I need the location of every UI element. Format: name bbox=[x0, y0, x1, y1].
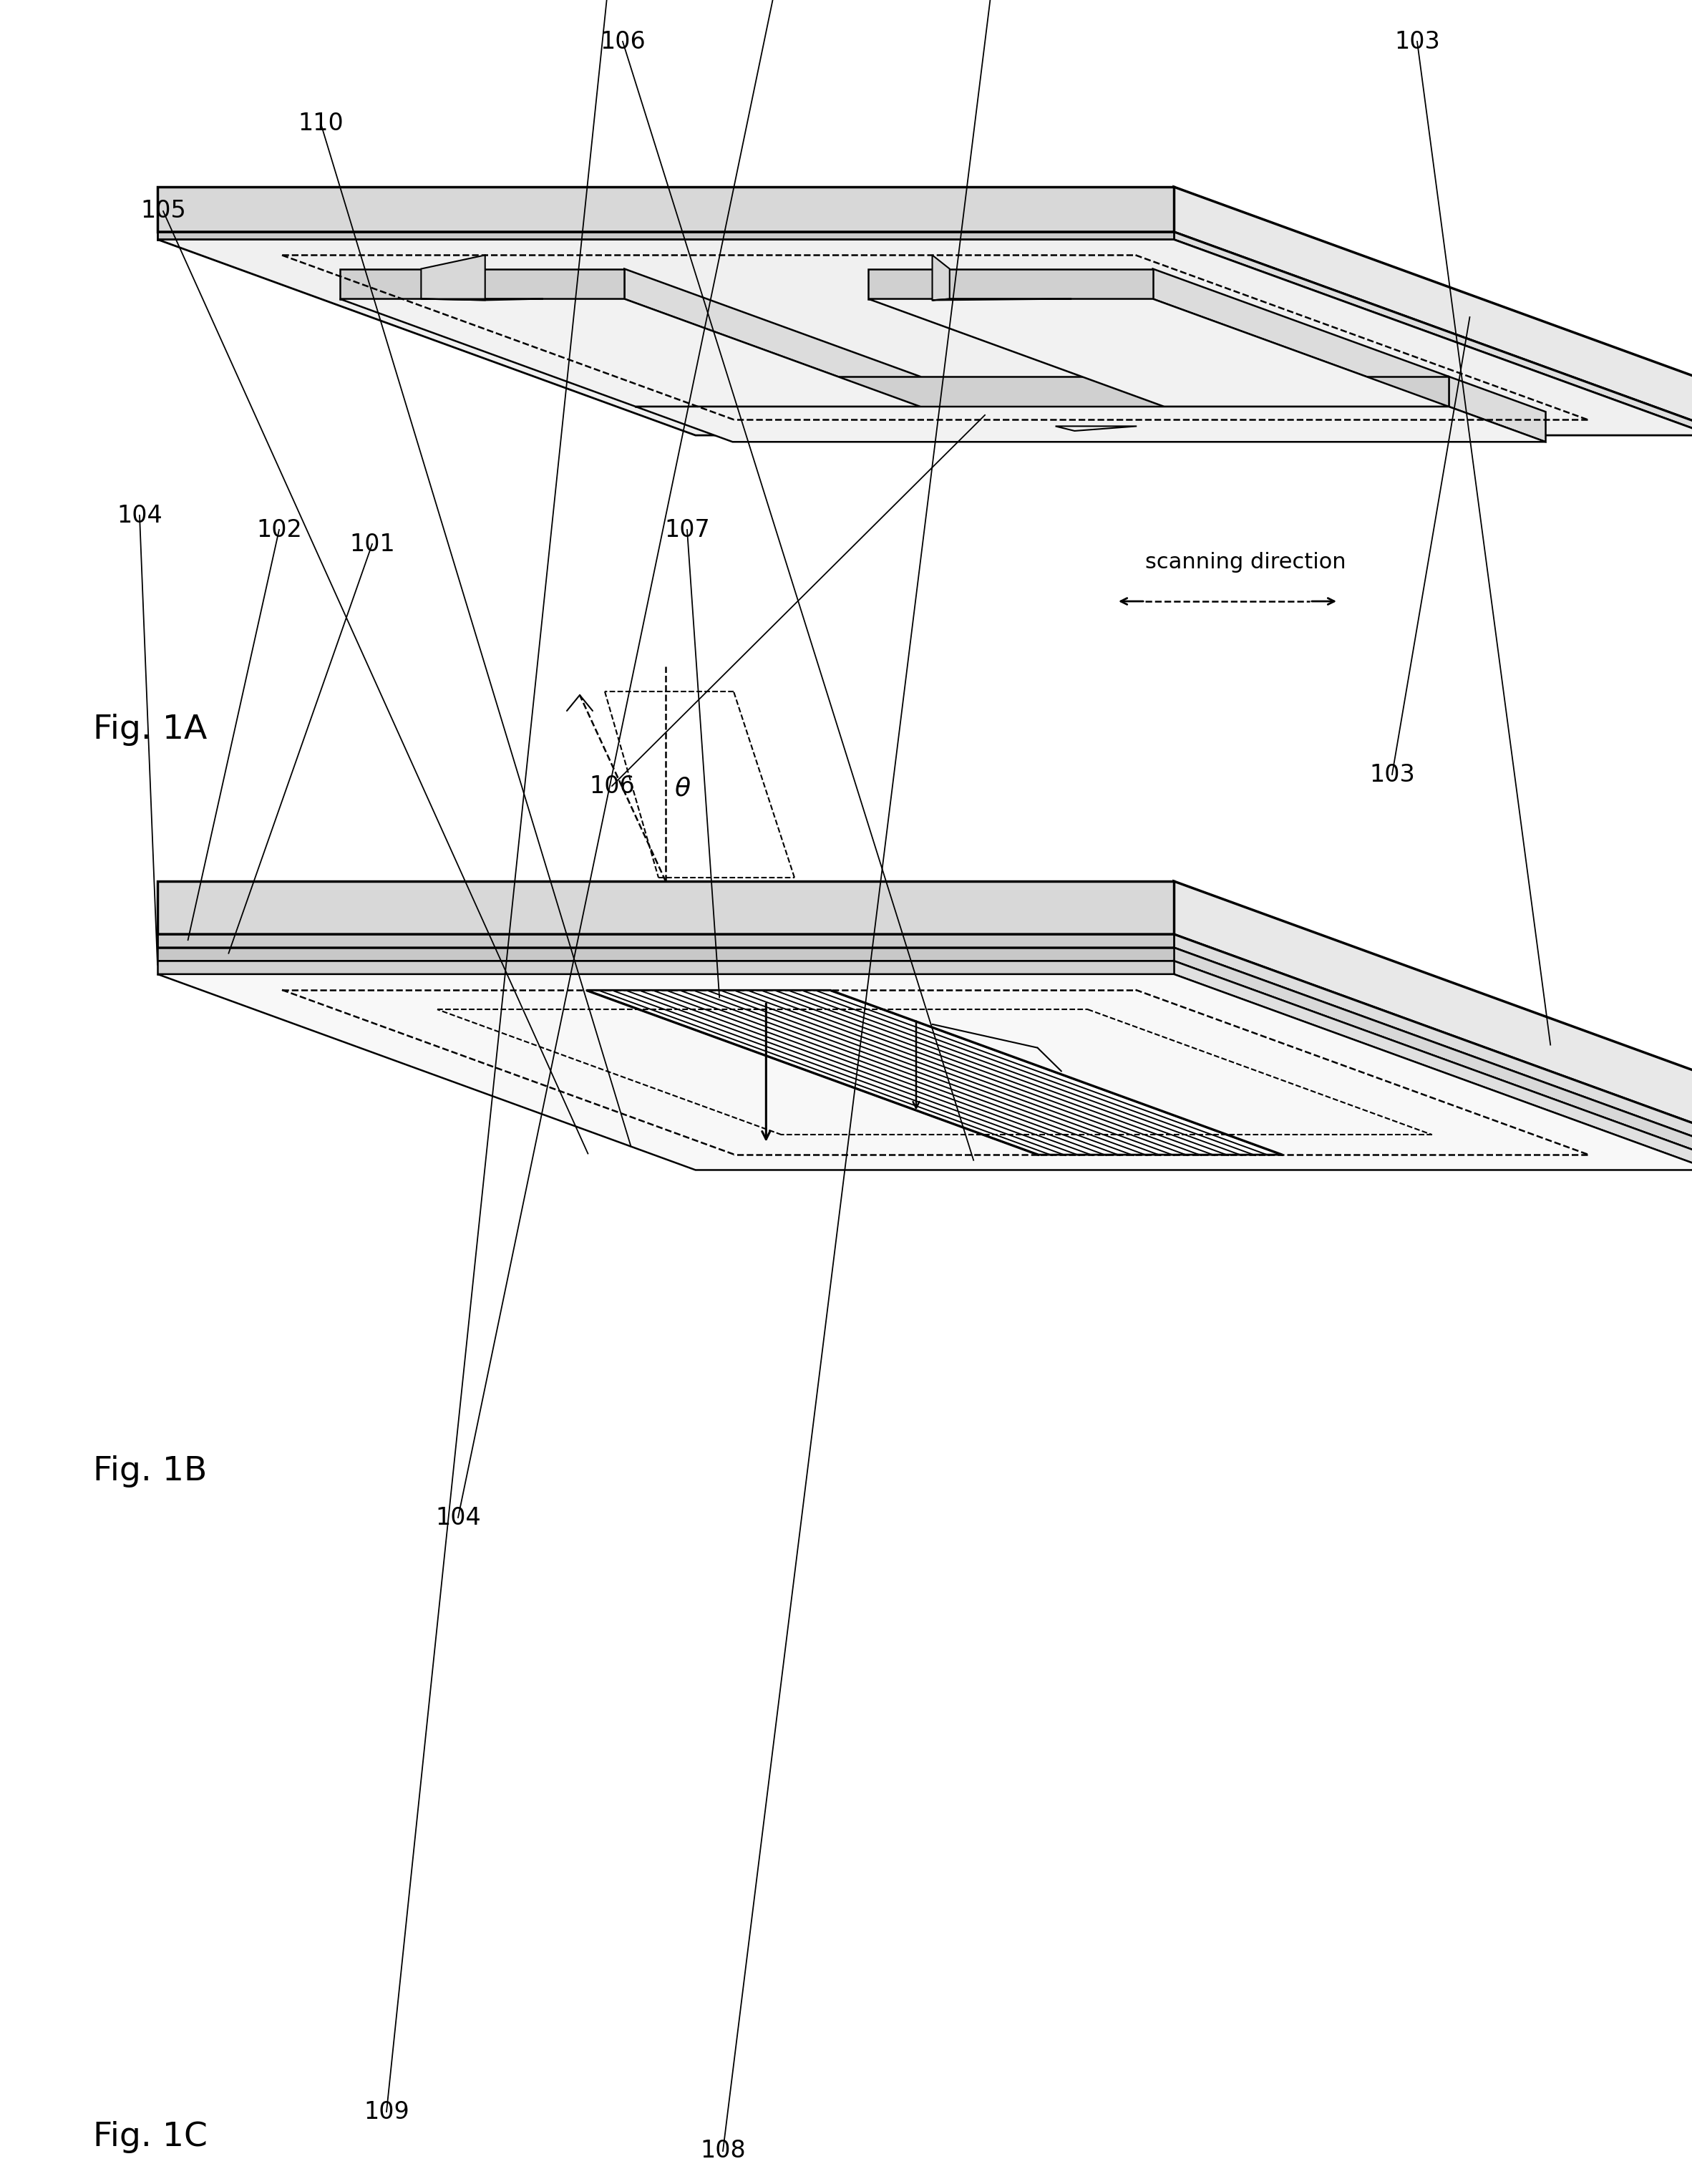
Polygon shape bbox=[1174, 232, 1692, 435]
Polygon shape bbox=[868, 299, 1448, 406]
Polygon shape bbox=[157, 961, 1692, 1158]
Text: 106: 106 bbox=[589, 773, 634, 797]
Polygon shape bbox=[636, 406, 1546, 441]
Polygon shape bbox=[157, 974, 1692, 1171]
Polygon shape bbox=[1174, 880, 1692, 1129]
Polygon shape bbox=[157, 948, 1692, 1144]
Polygon shape bbox=[624, 269, 920, 406]
Polygon shape bbox=[587, 992, 1283, 1155]
Polygon shape bbox=[157, 880, 1174, 935]
Text: 103: 103 bbox=[1394, 31, 1440, 52]
Text: θ: θ bbox=[673, 775, 690, 799]
Polygon shape bbox=[157, 232, 1692, 428]
Polygon shape bbox=[932, 256, 949, 299]
Text: 102: 102 bbox=[255, 518, 301, 542]
Polygon shape bbox=[636, 376, 1448, 406]
Text: 106: 106 bbox=[601, 31, 646, 52]
Polygon shape bbox=[340, 299, 920, 406]
Text: 101: 101 bbox=[349, 533, 394, 557]
Text: Fig. 1C: Fig. 1C bbox=[93, 2121, 208, 2153]
Polygon shape bbox=[1152, 269, 1448, 406]
Polygon shape bbox=[1056, 426, 1137, 430]
Text: 103: 103 bbox=[1369, 762, 1415, 786]
Polygon shape bbox=[421, 256, 486, 299]
Text: 109: 109 bbox=[364, 2099, 409, 2123]
Text: Fig. 1A: Fig. 1A bbox=[93, 714, 206, 747]
Polygon shape bbox=[1174, 961, 1692, 1171]
Text: 108: 108 bbox=[700, 2140, 746, 2162]
Text: 105: 105 bbox=[140, 199, 186, 223]
Text: 104: 104 bbox=[435, 1505, 481, 1529]
Polygon shape bbox=[157, 948, 1174, 961]
Text: 110: 110 bbox=[298, 111, 343, 135]
Polygon shape bbox=[157, 188, 1174, 232]
Polygon shape bbox=[157, 240, 1692, 435]
Polygon shape bbox=[1174, 948, 1692, 1158]
Polygon shape bbox=[1448, 376, 1546, 441]
Polygon shape bbox=[157, 935, 1174, 948]
Text: 104: 104 bbox=[117, 505, 162, 526]
Polygon shape bbox=[1174, 188, 1692, 428]
Text: scanning direction: scanning direction bbox=[1145, 553, 1347, 572]
Polygon shape bbox=[157, 232, 1174, 240]
Text: 107: 107 bbox=[665, 518, 711, 542]
Polygon shape bbox=[157, 935, 1692, 1129]
Polygon shape bbox=[1174, 935, 1692, 1144]
Polygon shape bbox=[340, 269, 624, 299]
Text: Fig. 1B: Fig. 1B bbox=[93, 1455, 206, 1487]
Polygon shape bbox=[868, 269, 1152, 299]
Polygon shape bbox=[157, 961, 1174, 974]
